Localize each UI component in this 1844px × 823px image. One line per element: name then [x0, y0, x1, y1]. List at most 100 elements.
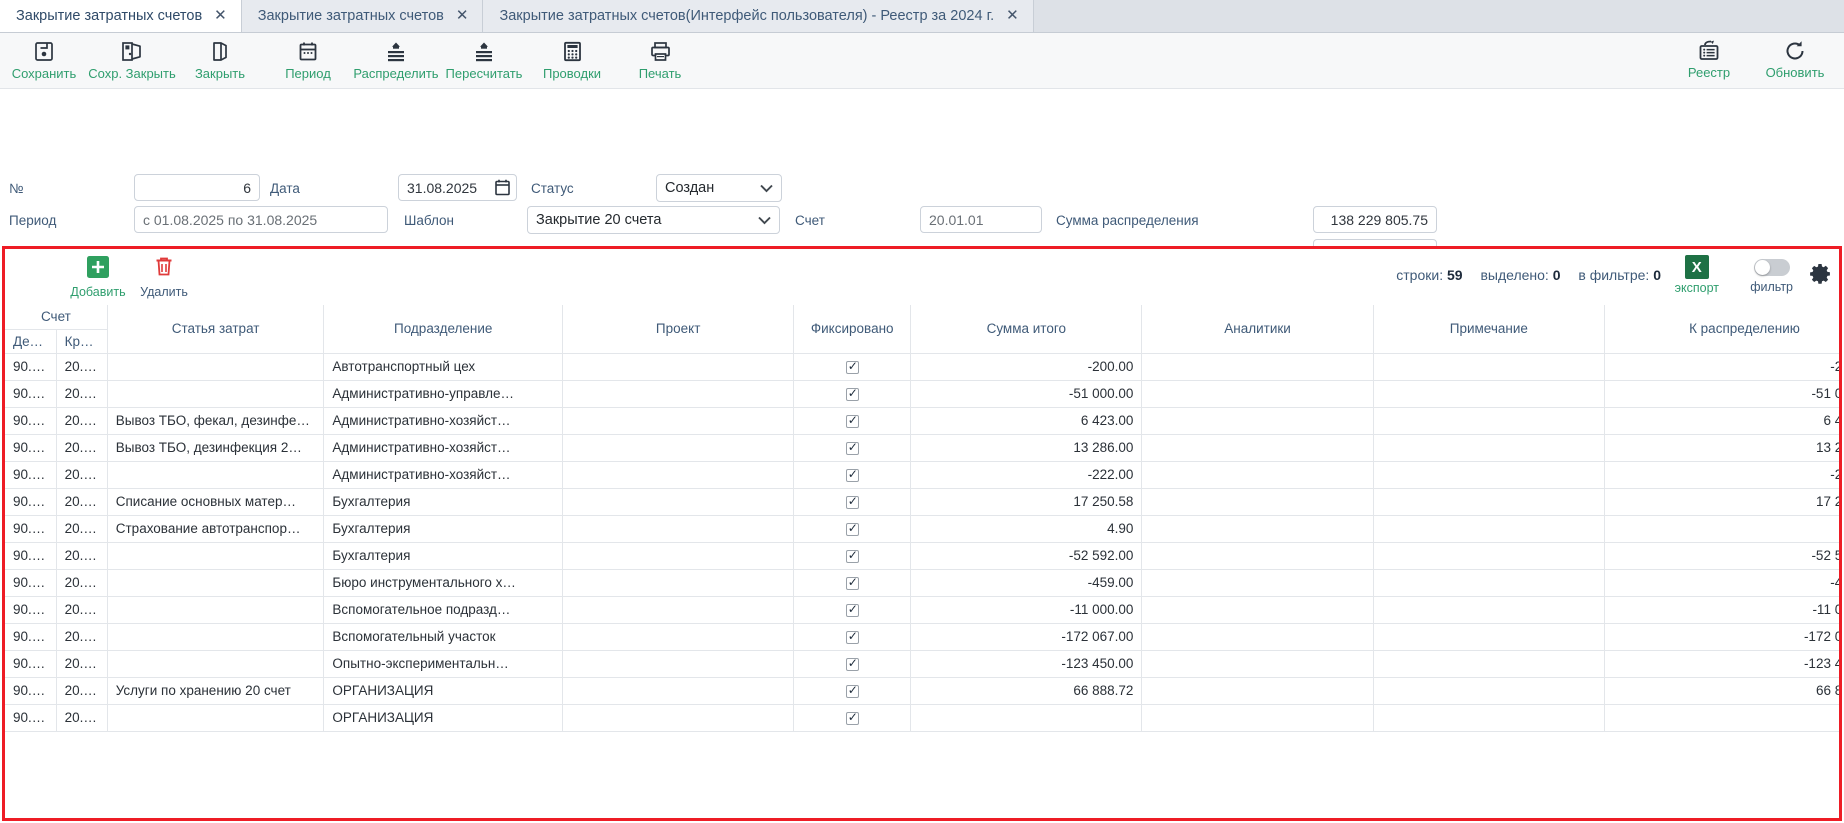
- cell-analytics[interactable]: [1141, 650, 1374, 678]
- cell-note[interactable]: [1373, 650, 1605, 678]
- cell-project[interactable]: [562, 596, 795, 624]
- sum-input[interactable]: [1313, 206, 1437, 233]
- header-analytics[interactable]: Аналитики: [1141, 305, 1374, 354]
- cell-total-sum[interactable]: -11 000.00: [910, 596, 1143, 624]
- cell-total-sum[interactable]: -52 592.00: [910, 542, 1143, 570]
- cell-department[interactable]: Бухгалтерия: [323, 542, 563, 570]
- cell-to-distribute[interactable]: -222.00: [1604, 461, 1839, 489]
- header-fixed[interactable]: Фиксировано: [793, 305, 912, 354]
- cell-debit[interactable]: 90.02.01: [5, 542, 57, 570]
- checkbox-checked-icon[interactable]: [845, 413, 859, 428]
- table-row[interactable]: 90.02.0120.01.01 Административно-управле……: [5, 380, 1839, 408]
- checkbox-checked-icon[interactable]: [845, 521, 859, 536]
- cell-note[interactable]: [1373, 677, 1605, 705]
- cell-fixed[interactable]: [793, 704, 912, 732]
- cell-to-distribute[interactable]: 4.90: [1604, 515, 1839, 543]
- cell-credit[interactable]: 20.01.01: [56, 623, 108, 651]
- cell-project[interactable]: [562, 488, 795, 516]
- cell-total-sum[interactable]: 4.90: [910, 515, 1143, 543]
- cell-analytics[interactable]: [1141, 488, 1374, 516]
- toolbar-button-postings[interactable]: Проводки: [528, 34, 616, 88]
- checkbox-checked-icon[interactable]: [845, 440, 859, 455]
- cell-department[interactable]: Административно-управле…: [323, 380, 563, 408]
- cell-project[interactable]: [562, 353, 795, 381]
- cell-note[interactable]: [1373, 569, 1605, 597]
- cell-credit[interactable]: 20.01.01: [56, 650, 108, 678]
- checkbox-checked-icon[interactable]: [845, 359, 859, 374]
- cell-total-sum[interactable]: [910, 704, 1143, 732]
- checkbox-checked-icon[interactable]: [845, 710, 859, 725]
- cell-project[interactable]: [562, 407, 795, 435]
- cell-project[interactable]: [562, 542, 795, 570]
- cell-cost-item[interactable]: [107, 353, 325, 381]
- table-row[interactable]: 90.02.0120.01.01 Бухгалтерия -52 592.00 -52…: [5, 542, 1839, 570]
- grid-settings-button[interactable]: [1809, 263, 1831, 290]
- cell-cost-item[interactable]: Услуги по хранению 20 счет: [107, 677, 325, 705]
- toolbar-button-save[interactable]: Сохранить: [0, 34, 88, 88]
- template-select[interactable]: Закрытие 20 счета: [527, 206, 780, 234]
- cell-department[interactable]: Вспомогательное подразд…: [323, 596, 563, 624]
- tab-close-icon[interactable]: ✕: [455, 7, 469, 24]
- cell-project[interactable]: [562, 650, 795, 678]
- cell-credit[interactable]: 20.01.01: [56, 542, 108, 570]
- delete-row-button[interactable]: Удалить: [133, 253, 195, 301]
- filter-toggle[interactable]: фильтр: [1750, 259, 1793, 294]
- cell-debit[interactable]: 90.02.01: [5, 650, 57, 678]
- cell-credit[interactable]: 20.01.01: [56, 380, 108, 408]
- cell-to-distribute[interactable]: -123 450.00: [1604, 650, 1839, 678]
- cell-total-sum[interactable]: 6 423.00: [910, 407, 1143, 435]
- cell-note[interactable]: [1373, 704, 1605, 732]
- cell-debit[interactable]: 90.02.01: [5, 569, 57, 597]
- cell-total-sum[interactable]: 17 250.58: [910, 488, 1143, 516]
- cell-department[interactable]: Бухгалтерия: [323, 488, 563, 516]
- toolbar-button-refresh[interactable]: Обновить: [1752, 33, 1838, 87]
- cell-fixed[interactable]: [793, 434, 912, 462]
- cell-fixed[interactable]: [793, 380, 912, 408]
- cell-debit[interactable]: 90.02.01: [5, 407, 57, 435]
- tab-close-icon[interactable]: ✕: [1006, 7, 1019, 24]
- add-row-button[interactable]: Добавить: [67, 253, 129, 301]
- cell-credit[interactable]: 20.01.01: [56, 488, 108, 516]
- cell-credit[interactable]: 20.01.01: [56, 353, 108, 381]
- cell-project[interactable]: [562, 623, 795, 651]
- cell-note[interactable]: [1373, 461, 1605, 489]
- cell-total-sum[interactable]: -222.00: [910, 461, 1143, 489]
- table-row[interactable]: 90.02.0120.01.01 Административно-хозяйст……: [5, 461, 1839, 489]
- cell-fixed[interactable]: [793, 353, 912, 381]
- cell-to-distribute[interactable]: 13 286.00: [1604, 434, 1839, 462]
- cell-cost-item[interactable]: Вывоз ТБО, фекал, дезинфе…: [107, 407, 325, 435]
- cell-to-distribute[interactable]: 6 423.00: [1604, 407, 1839, 435]
- table-row[interactable]: 90.02.0120.01.01Страхование автотранспор…: [5, 515, 1839, 543]
- checkbox-checked-icon[interactable]: [845, 602, 859, 617]
- cell-department[interactable]: Административно-хозяйст…: [323, 407, 563, 435]
- cell-to-distribute[interactable]: [1604, 704, 1839, 732]
- header-credit[interactable]: Кредит: [56, 329, 108, 354]
- cell-analytics[interactable]: [1141, 461, 1374, 489]
- table-row[interactable]: 90.02.0120.01.01Вывоз ТБО, фекал, дезинф…: [5, 407, 1839, 435]
- table-row[interactable]: 90.02.0120.01.01 Бюро инструментального х…: [5, 569, 1839, 597]
- cell-debit[interactable]: 90.02.01: [5, 623, 57, 651]
- cell-analytics[interactable]: [1141, 380, 1374, 408]
- header-department[interactable]: Подразделение: [323, 305, 563, 354]
- cell-fixed[interactable]: [793, 542, 912, 570]
- cell-department[interactable]: ОРГАНИЗАЦИЯ: [323, 704, 563, 732]
- cell-analytics[interactable]: [1141, 542, 1374, 570]
- cell-to-distribute[interactable]: -11 000.00: [1604, 596, 1839, 624]
- tab-2[interactable]: Закрытие затратных счетов(Интерфейс поль…: [483, 0, 1034, 32]
- cell-fixed[interactable]: [793, 650, 912, 678]
- table-row[interactable]: 90.02.0120.01.01Вывоз ТБО, дезинфекция 2…: [5, 434, 1839, 462]
- cell-cost-item[interactable]: Вывоз ТБО, дезинфекция 2…: [107, 434, 325, 462]
- cell-department[interactable]: Вспомогательный участок: [323, 623, 563, 651]
- cell-credit[interactable]: 20.01.01: [56, 434, 108, 462]
- checkbox-checked-icon[interactable]: [845, 629, 859, 644]
- cell-total-sum[interactable]: 13 286.00: [910, 434, 1143, 462]
- cell-department[interactable]: Автотранспортный цех: [323, 353, 563, 381]
- cell-analytics[interactable]: [1141, 353, 1374, 381]
- cell-project[interactable]: [562, 515, 795, 543]
- cell-fixed[interactable]: [793, 461, 912, 489]
- header-total-sum[interactable]: Сумма итого: [910, 305, 1143, 354]
- cell-department[interactable]: Опытно-экспериментальн…: [323, 650, 563, 678]
- cell-total-sum[interactable]: -123 450.00: [910, 650, 1143, 678]
- cell-credit[interactable]: 20.01.01: [56, 569, 108, 597]
- cell-to-distribute[interactable]: -52 592.00: [1604, 542, 1839, 570]
